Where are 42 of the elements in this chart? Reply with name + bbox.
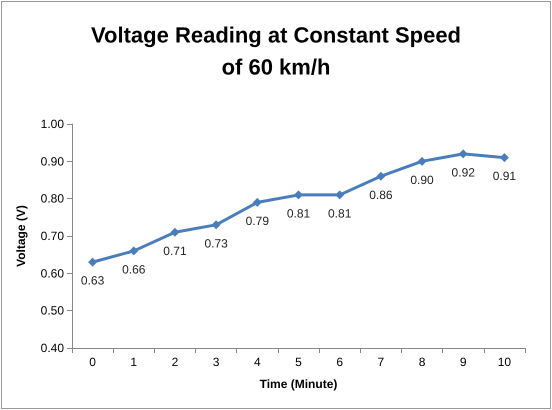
data-label: 0.86: [369, 188, 393, 202]
data-label: 0.91: [492, 169, 516, 184]
y-tick-label: 0.40: [40, 341, 64, 355]
y-axis-title: Voltage (V): [14, 205, 28, 267]
data-label: 0.71: [163, 244, 187, 258]
y-tick-label: 1.00: [40, 117, 64, 131]
chart-title: Voltage Reading at Constant Speed of 60 km/h: [91, 22, 461, 80]
point: [294, 190, 303, 200]
x-tick-label: 10: [498, 355, 512, 369]
point: [129, 246, 138, 256]
point: [500, 153, 509, 162]
x-tick-label: 0: [89, 355, 96, 369]
x-tick-label: 4: [254, 355, 261, 369]
y-tick-label: 0.50: [40, 304, 64, 318]
y-tick-label: 0.80: [40, 192, 64, 206]
x-axis-title: Time (Minute): [260, 377, 338, 391]
y-tick-label: 0.60: [40, 266, 64, 280]
x-tick-label: 7: [378, 355, 385, 369]
y-tick-label: 0.70: [40, 229, 64, 243]
data-label: 0.81: [286, 206, 310, 220]
data-label: 0.81: [328, 206, 352, 220]
point: [88, 258, 98, 267]
x-tick-label: 9: [460, 355, 467, 369]
x-tick-label: 2: [172, 355, 179, 369]
data-label: 0.92: [452, 165, 476, 180]
x-tick-label: 1: [130, 355, 138, 369]
point: [418, 156, 427, 166]
data-label: 0.79: [246, 214, 270, 228]
point: [458, 149, 468, 158]
point: [376, 172, 386, 181]
data-label: 0.90: [410, 172, 434, 187]
x-tick-label: 6: [336, 355, 344, 369]
point: [212, 220, 221, 230]
data-label: 0.66: [122, 262, 146, 276]
point: [252, 198, 262, 207]
x-tick-label: 8: [418, 355, 426, 369]
data-label: 0.73: [204, 236, 228, 250]
point: [170, 228, 180, 237]
x-tick-label: 5: [295, 355, 302, 369]
x-tick-label: 3: [212, 355, 220, 369]
data-label: 0.63: [80, 274, 105, 288]
y-tick-label: 0.90: [40, 154, 64, 168]
